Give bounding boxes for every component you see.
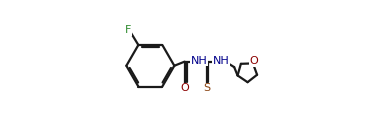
Text: NH: NH <box>191 56 208 65</box>
Text: NH: NH <box>213 56 229 65</box>
Text: O: O <box>180 83 189 93</box>
Text: O: O <box>249 56 258 66</box>
Text: S: S <box>203 83 210 93</box>
Text: F: F <box>125 25 132 35</box>
